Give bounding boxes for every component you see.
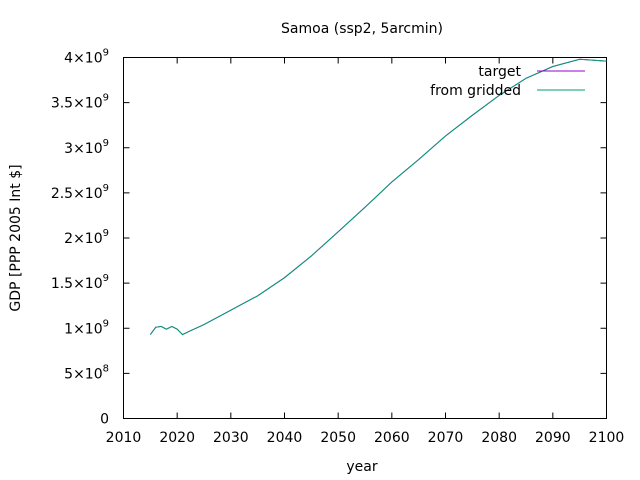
x-tick-label: 2100 xyxy=(589,430,625,446)
y-tick-label: 4×109 xyxy=(64,48,109,67)
y-axis-ticks: 05×1081×1091.5×1092×1092.5×1093×1093.5×1… xyxy=(51,48,607,428)
x-tick-label: 2070 xyxy=(428,430,464,446)
y-tick-exponent: 9 xyxy=(103,93,109,104)
y-tick-exponent: 9 xyxy=(103,228,109,239)
y-tick-label: 2×109 xyxy=(64,228,109,247)
y-tick-label: 2.5×109 xyxy=(51,183,109,202)
y-tick-mantissa: 3×10 xyxy=(64,141,102,157)
legend-label-1: from gridded xyxy=(430,83,521,99)
y-tick-exponent: 9 xyxy=(103,183,109,194)
y-tick-mantissa: 0 xyxy=(100,412,109,428)
series-line-0 xyxy=(149,58,607,336)
x-tick-label: 2060 xyxy=(374,430,410,446)
x-tick-label: 2050 xyxy=(320,430,356,446)
y-tick-label: 1.5×109 xyxy=(51,273,109,292)
x-tick-label: 2040 xyxy=(267,430,303,446)
x-tick-label: 2010 xyxy=(106,430,142,446)
legend-label-0: target xyxy=(478,64,521,80)
y-tick-mantissa: 4×10 xyxy=(64,51,102,67)
y-tick-mantissa: 1.5×10 xyxy=(51,276,103,292)
series-lines xyxy=(149,58,607,336)
y-tick-label: 3×109 xyxy=(64,138,109,157)
y-tick-label: 1×109 xyxy=(64,318,109,337)
y-tick-mantissa: 5×10 xyxy=(64,366,102,382)
y-tick-label: 3.5×109 xyxy=(51,93,109,112)
y-tick-exponent: 9 xyxy=(103,48,109,59)
x-tick-label: 2030 xyxy=(213,430,249,446)
y-axis-label: GDP [PPP 2005 Int $] xyxy=(8,164,24,311)
x-tick-label: 2080 xyxy=(481,430,517,446)
x-tick-label: 2090 xyxy=(535,430,571,446)
y-tick-mantissa: 2.5×10 xyxy=(51,186,103,202)
y-tick-exponent: 9 xyxy=(103,318,109,329)
legend: target from gridded xyxy=(430,64,585,99)
y-tick-exponent: 9 xyxy=(103,273,109,284)
series-line-1 xyxy=(149,58,607,336)
chart-title: Samoa (ssp2, 5arcmin) xyxy=(281,21,443,37)
y-tick-label: 5×108 xyxy=(64,363,109,382)
y-tick-mantissa: 3.5×10 xyxy=(51,96,103,112)
plot-frame xyxy=(123,57,607,419)
y-tick-mantissa: 2×10 xyxy=(64,231,102,247)
x-axis-label: year xyxy=(346,459,377,475)
y-tick-exponent: 9 xyxy=(103,138,109,149)
x-tick-label: 2020 xyxy=(159,430,195,446)
y-tick-label: 0 xyxy=(100,412,109,428)
y-tick-exponent: 8 xyxy=(103,363,109,374)
y-tick-mantissa: 1×10 xyxy=(64,321,102,337)
x-axis-ticks: 2010 2020 2030 2040 2050 2060 2070 2080 2090 2100 xyxy=(106,57,625,446)
